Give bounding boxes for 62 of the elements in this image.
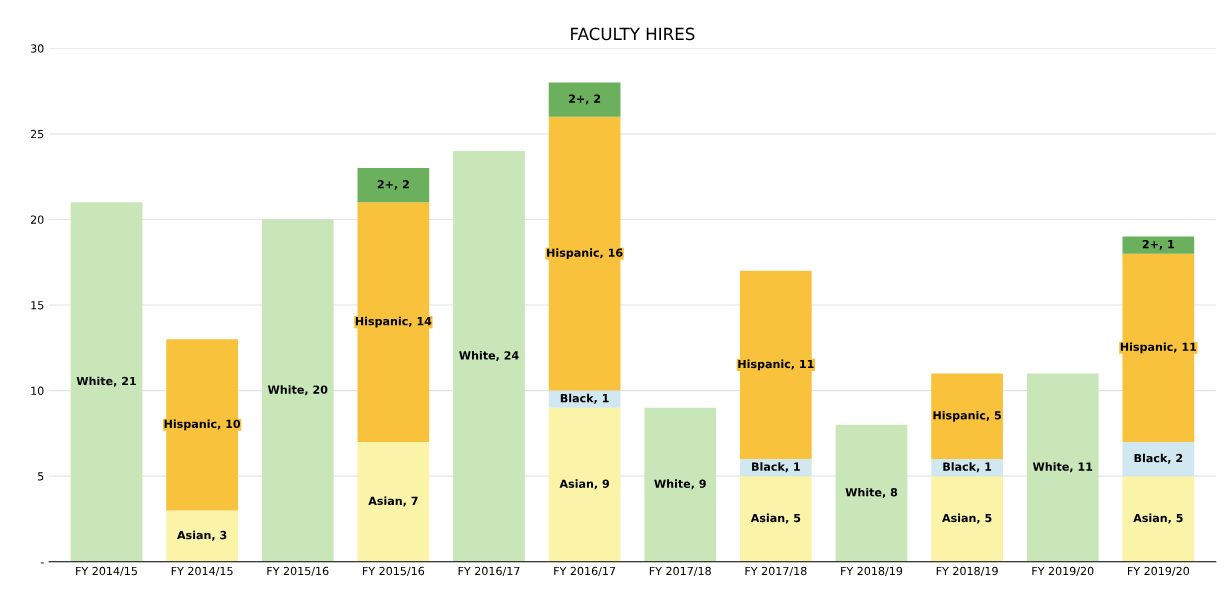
data-label: Hispanic, 5	[933, 410, 1001, 422]
bar	[453, 151, 525, 562]
y-tick-label: 15	[31, 301, 44, 310]
x-tick-label: FY 2017/18	[649, 566, 711, 577]
bar	[357, 202, 430, 442]
bar	[1026, 373, 1099, 562]
bar	[548, 407, 621, 562]
bar	[1122, 253, 1195, 442]
x-tick-label: FY 2015/16	[267, 566, 329, 577]
x-tick-label: FY 2014/15	[76, 566, 137, 577]
bar	[548, 116, 621, 391]
bar	[70, 202, 143, 562]
x-tick-label: FY 2016/17	[458, 566, 520, 577]
x-tick-label: FY 2015/16	[363, 566, 425, 577]
y-tick-label: 10	[31, 386, 44, 395]
data-label: Asian, 5	[750, 513, 801, 524]
bar	[644, 407, 717, 562]
bar	[931, 476, 1003, 562]
bar	[931, 373, 1003, 460]
data-label: Asian, 9	[559, 479, 610, 490]
data-label: Asian, 5	[942, 513, 992, 524]
data-label: Asian, 5	[1133, 513, 1183, 524]
data-label: White, 11	[1032, 462, 1093, 473]
data-label: Asian, 3	[177, 530, 227, 541]
bar	[835, 424, 908, 562]
data-label: White, 9	[654, 479, 706, 490]
x-tick-label: FY 2014/15	[171, 566, 233, 577]
y-tick-label: -	[40, 562, 44, 564]
y-tick-label: 25	[30, 129, 44, 139]
data-label: Asian, 7	[368, 496, 418, 507]
data-label: White, 8	[845, 487, 898, 498]
x-tick-label: FY 2018/19	[936, 566, 998, 577]
data-label: 2+, 2	[377, 180, 409, 190]
data-label: White, 20	[267, 385, 328, 396]
bar	[740, 270, 812, 460]
bar	[740, 476, 812, 562]
data-label: Black, 2	[1134, 453, 1183, 464]
bar	[357, 441, 430, 562]
x-tick-label: FY 2018/19	[841, 566, 903, 577]
data-label: Hispanic, 16	[547, 248, 623, 260]
y-tick-label: 20	[30, 215, 44, 224]
data-label: Hispanic, 11	[738, 359, 814, 371]
bar	[1122, 476, 1195, 562]
bar	[261, 219, 334, 562]
data-label: White, 24	[459, 350, 519, 361]
x-tick-label: FY 2019/20	[1032, 566, 1094, 577]
x-tick-label: FY 2019/20	[1128, 566, 1190, 577]
data-label: Black, 1	[752, 462, 800, 473]
bar	[166, 339, 238, 511]
x-tick-label: FY 2017/18	[745, 566, 807, 577]
chart-title: FACULTY HIRES	[571, 27, 695, 41]
x-tick-label: FY 2016/17	[554, 566, 616, 577]
data-label: Hispanic, 10	[164, 419, 241, 431]
data-label: Black, 1	[943, 462, 992, 473]
y-tick-label: 5	[38, 472, 44, 481]
data-label: Black, 1	[560, 393, 609, 404]
data-label: 2+, 2	[569, 94, 601, 105]
data-label: Hispanic, 14	[355, 316, 432, 328]
data-label: White, 21	[76, 376, 136, 387]
data-label: Hispanic, 11	[1120, 342, 1197, 354]
data-label: 2+, 1	[1142, 239, 1175, 250]
y-tick-label: 30	[30, 44, 44, 53]
